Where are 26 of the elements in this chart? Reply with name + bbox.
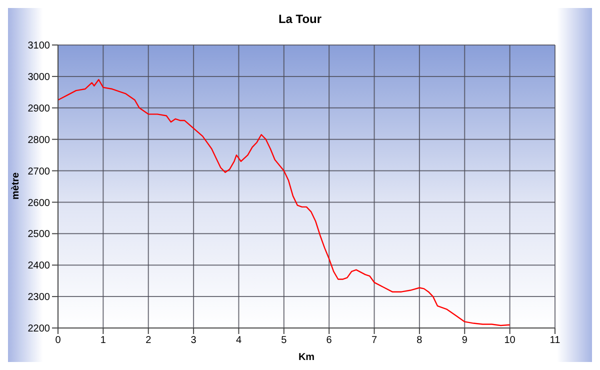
y-tick-label: 2200 [28,324,50,335]
x-tick-label: 0 [55,335,62,346]
y-tick-label: 2600 [28,198,50,209]
y-tick-label: 2400 [28,260,50,272]
y-axis-title: mètre [10,172,22,200]
y-tick-label: 3100 [28,40,50,52]
line-series [58,78,510,326]
chart-title: La Tour [277,12,323,26]
y-tick-label: 2300 [28,292,50,304]
x-tick-label: 7 [371,335,378,346]
x-tick-label: 4 [236,335,242,346]
x-tick-label: 9 [462,335,468,346]
x-tick-label: 2 [146,335,152,346]
y-tick-label: 2900 [28,103,50,114]
y-tick-label: 3000 [28,72,50,83]
y-tick-label: 2800 [28,134,50,146]
x-tick-label: 11 [550,335,561,346]
x-tick-label: 3 [190,335,197,346]
x-tick-label: 1 [100,335,106,346]
x-axis-title: Km [298,352,315,363]
x-tick-label: 10 [504,335,516,346]
x-tick-label: 8 [416,335,423,346]
x-tick-label: 6 [326,335,332,346]
y-tick-label: 2500 [28,229,50,240]
x-tick-label: 5 [281,335,288,346]
y-tick-label: 2700 [28,166,50,178]
